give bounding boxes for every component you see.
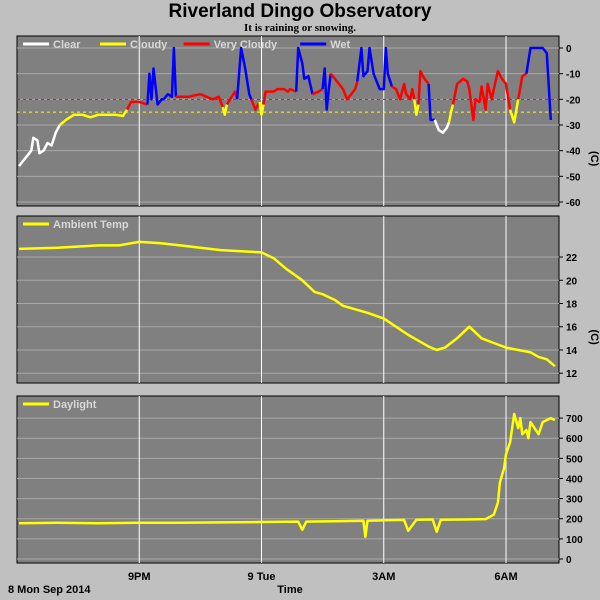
y-tick-label: 16 bbox=[566, 323, 578, 334]
series-line-cloudy bbox=[447, 104, 455, 123]
series-line-very-cloudy bbox=[175, 92, 224, 108]
series-line-ambient bbox=[18, 240, 556, 368]
series-line-very-cloudy bbox=[451, 69, 512, 122]
y-tick-label: 20 bbox=[566, 276, 578, 287]
y-tick-label: -60 bbox=[566, 198, 581, 209]
y-tick-label: 14 bbox=[566, 346, 578, 357]
y-tick-label: 200 bbox=[566, 515, 583, 526]
y-tick-label: 300 bbox=[566, 495, 583, 506]
series-line-wet bbox=[356, 46, 394, 91]
y-tick-label: 600 bbox=[566, 434, 583, 445]
y-tick-label: 18 bbox=[566, 300, 578, 311]
y-tick-label: 0 bbox=[566, 555, 572, 566]
plot-area bbox=[16, 395, 560, 564]
y-tick-label: 500 bbox=[566, 454, 583, 465]
plot-area bbox=[16, 215, 560, 384]
series-line-very-cloudy bbox=[262, 87, 297, 105]
y-tick-label: 0 bbox=[566, 44, 572, 55]
series-line-clear bbox=[18, 124, 61, 167]
y-tick-label: -40 bbox=[566, 147, 581, 158]
series-line-cloudy bbox=[508, 99, 520, 124]
series-line-cloudy bbox=[413, 99, 420, 116]
series-line-very-cloudy bbox=[516, 72, 528, 100]
series-line-very-cloudy bbox=[417, 69, 430, 105]
y-tick-label: 400 bbox=[566, 474, 583, 485]
y-tick-label: 22 bbox=[566, 253, 578, 264]
sky-temperature-panel: 0 -10 -20 -30 -40 -50 -60 (C) Clear Cloudy Very Cl… bbox=[16, 35, 600, 209]
daylight-panel: 700 600 500 400 300 200 100 0 Daylight bbox=[16, 395, 583, 566]
plot-area bbox=[16, 35, 560, 207]
series-line-clear bbox=[433, 119, 451, 134]
x-tick-label: 3AM bbox=[372, 571, 395, 583]
y-axis-label: (C) bbox=[588, 330, 600, 346]
legend-label: Daylight bbox=[53, 399, 97, 411]
x-tick-label: 9 Tue bbox=[248, 571, 276, 583]
legend-label: Cloudy bbox=[130, 39, 168, 51]
series-line-wet bbox=[525, 46, 553, 120]
x-axis-label: Time bbox=[277, 584, 303, 596]
y-tick-label: 700 bbox=[566, 414, 583, 425]
series-line-very-cloudy bbox=[125, 100, 148, 111]
y-tick-label: -30 bbox=[566, 121, 581, 132]
series-line-wet bbox=[294, 46, 314, 95]
chart-subtitle: It is raining or snowing. bbox=[244, 22, 356, 34]
series-line-wet bbox=[321, 67, 333, 111]
y-axis-label: (C) bbox=[588, 151, 600, 167]
y-tick-label: -10 bbox=[566, 70, 581, 81]
y-tick-label: -50 bbox=[566, 172, 581, 183]
ambient-temperature-panel: 22 20 18 16 14 12 (C) Ambient Temp bbox=[16, 215, 600, 384]
series-line-cloudy bbox=[58, 108, 129, 126]
series-line-very-cloudy bbox=[312, 88, 324, 96]
series-line-very-cloudy bbox=[391, 82, 416, 101]
legend-label: Very Cloudy bbox=[214, 39, 278, 51]
legend-label: Clear bbox=[53, 39, 81, 51]
legend-label: Wet bbox=[330, 39, 350, 51]
x-tick-label: 6AM bbox=[494, 571, 517, 583]
y-tick-label: 12 bbox=[566, 369, 578, 380]
series-line-wet bbox=[235, 46, 253, 100]
legend-label: Ambient Temp bbox=[53, 219, 129, 231]
x-axis: 9PM 9 Tue 3AM 6AM bbox=[128, 571, 518, 583]
chart-title: Riverland Dingo Observatory bbox=[168, 1, 432, 22]
y-tick-label: 100 bbox=[566, 535, 583, 546]
series-line-cloudy bbox=[258, 101, 265, 116]
series-line-very-cloudy bbox=[329, 72, 359, 101]
date-label: 8 Mon Sep 2014 bbox=[8, 584, 91, 596]
series-line-cloudy bbox=[221, 104, 229, 116]
x-tick-label: 9PM bbox=[128, 571, 151, 583]
series-line-daylight bbox=[18, 412, 556, 539]
y-tick-label: -20 bbox=[566, 95, 581, 106]
series-line-wet bbox=[427, 83, 435, 122]
series-line-very-cloudy bbox=[250, 98, 261, 111]
series-line-wet bbox=[146, 46, 178, 106]
